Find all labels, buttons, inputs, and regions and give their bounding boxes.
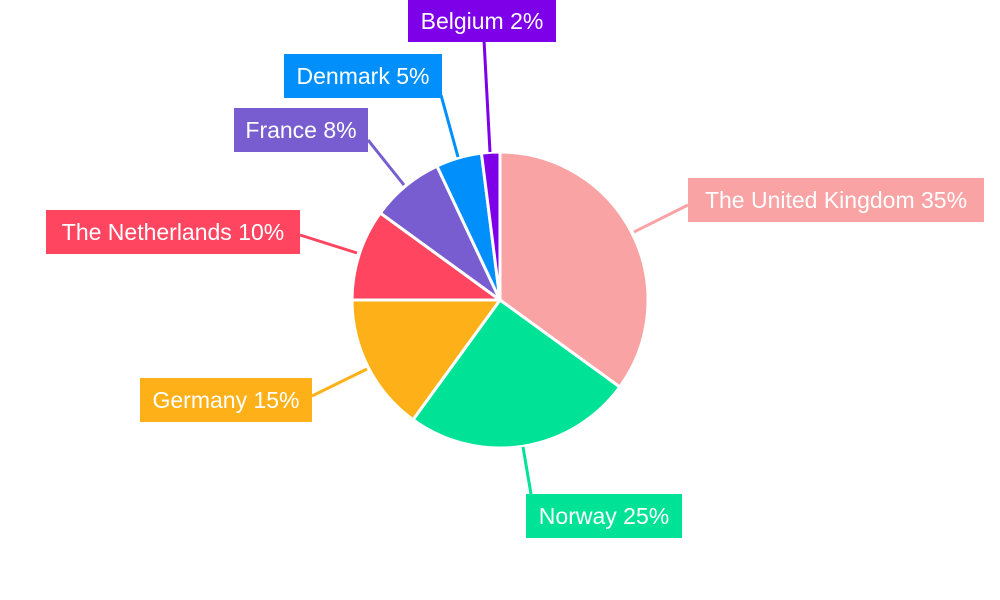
label-text: Norway 25%	[539, 503, 669, 529]
label-text: Denmark 5%	[297, 63, 430, 89]
slice-norway[interactable]	[411, 298, 622, 450]
data-label-belgium: Belgium 2%	[408, 0, 556, 42]
leader-line-the-netherlands	[299, 233, 358, 255]
leader-line-denmark	[439, 94, 460, 158]
data-label-norway: Norway 25%	[526, 494, 682, 538]
label-text: The Netherlands 10%	[62, 219, 284, 245]
label-background	[140, 378, 312, 422]
data-label-france: France 8%	[234, 108, 368, 152]
label-background	[408, 0, 556, 42]
data-label-germany: Germany 15%	[140, 378, 312, 422]
slice-germany[interactable]	[350, 298, 502, 422]
label-text: France 8%	[245, 117, 356, 143]
label-background	[526, 494, 682, 538]
label-background	[284, 54, 442, 98]
leader-line-belgium	[482, 39, 492, 153]
data-label-the-united-kingdom: The United Kingdom 35%	[688, 178, 984, 222]
label-background	[46, 210, 300, 254]
label-text: Belgium 2%	[421, 8, 544, 34]
label-background	[234, 108, 368, 152]
label-text: The United Kingdom 35%	[705, 187, 967, 213]
leader-line-france	[366, 139, 406, 186]
label-background	[688, 178, 984, 222]
data-label-the-netherlands: The Netherlands 10%	[46, 210, 300, 254]
data-label-denmark: Denmark 5%	[284, 54, 442, 98]
leader-line-the-united-kingdom	[633, 203, 689, 234]
leader-line-germany	[311, 367, 368, 398]
leader-line-norway	[521, 446, 533, 495]
slice-the-netherlands[interactable]	[350, 211, 502, 302]
slice-the-united-kingdom[interactable]	[498, 150, 650, 389]
label-text: Germany 15%	[152, 387, 299, 413]
slice-belgium[interactable]	[479, 150, 502, 302]
